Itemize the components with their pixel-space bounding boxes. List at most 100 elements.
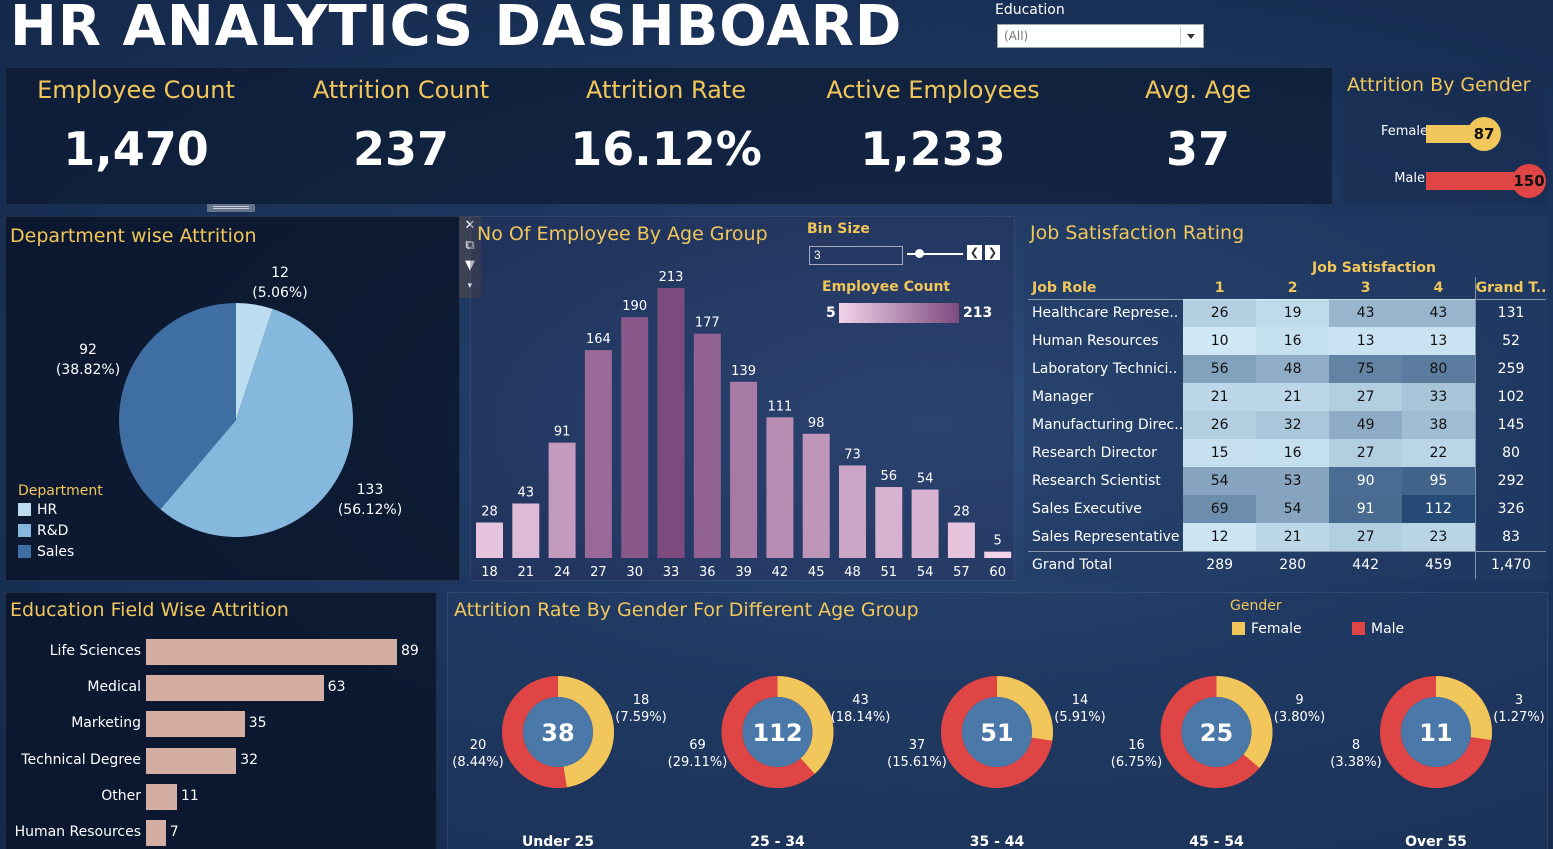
- age-bar[interactable]: [839, 465, 866, 558]
- satisfaction-cell[interactable]: 54: [1183, 467, 1257, 495]
- age-bar[interactable]: [984, 551, 1012, 558]
- age-bar[interactable]: [911, 489, 939, 558]
- bin-decrease-button[interactable]: ❮: [967, 245, 982, 260]
- satisfaction-cell[interactable]: 16: [1256, 327, 1330, 355]
- table-row[interactable]: Manager 21 21 27 33 102: [1028, 383, 1547, 411]
- satisfaction-cell[interactable]: 43: [1329, 299, 1403, 327]
- satisfaction-cell[interactable]: 22: [1402, 439, 1476, 467]
- pie-slice-rd[interactable]: [160, 308, 353, 537]
- satisfaction-cell[interactable]: 69: [1183, 495, 1257, 523]
- satisfaction-cell[interactable]: 21: [1256, 383, 1330, 411]
- age-bar[interactable]: [730, 381, 758, 558]
- satisfaction-cell[interactable]: 91: [1329, 495, 1403, 523]
- education-bar-row[interactable]: Other 11: [6, 783, 438, 810]
- satisfaction-cell[interactable]: 90: [1329, 467, 1403, 495]
- satisfaction-cell[interactable]: 21: [1183, 383, 1257, 411]
- education-bar-row[interactable]: Life Sciences 89: [6, 639, 438, 665]
- satisfaction-cell[interactable]: 27: [1329, 383, 1403, 411]
- bin-size-input[interactable]: [809, 245, 903, 265]
- education-bar[interactable]: [146, 783, 178, 810]
- satisfaction-cell[interactable]: 23: [1402, 523, 1476, 551]
- satisfaction-cell[interactable]: 80: [1402, 355, 1476, 383]
- education-bar[interactable]: [146, 639, 397, 665]
- bin-size-slider-track[interactable]: [907, 253, 963, 255]
- table-row[interactable]: Manufacturing Direc.. 26 32 49 38 145: [1028, 411, 1547, 439]
- education-bar-row[interactable]: Medical 63: [6, 675, 438, 702]
- satisfaction-cell[interactable]: 16: [1256, 439, 1330, 467]
- legend-item-male[interactable]: Male: [1352, 618, 1404, 639]
- table-row[interactable]: Research Scientist 54 53 90 95 292: [1028, 467, 1547, 495]
- satisfaction-cell[interactable]: 27: [1329, 439, 1403, 467]
- donut-female-arc[interactable]: [941, 676, 1053, 788]
- satisfaction-cell[interactable]: 33: [1402, 383, 1476, 411]
- satisfaction-cell[interactable]: 26: [1183, 299, 1257, 327]
- satisfaction-cell[interactable]: 49: [1329, 411, 1403, 439]
- bin-size-slider-thumb[interactable]: [915, 249, 924, 258]
- age-bar[interactable]: [766, 417, 794, 558]
- satisfaction-cell[interactable]: 54: [1256, 495, 1330, 523]
- table-row[interactable]: Research Director 15 16 27 22 80: [1028, 439, 1547, 467]
- age-bar[interactable]: [693, 333, 721, 558]
- pie-slice-hr[interactable]: [236, 303, 273, 420]
- satisfaction-cell[interactable]: 95: [1402, 467, 1476, 495]
- resize-handle[interactable]: [207, 204, 255, 212]
- more-options-icon[interactable]: ▾: [467, 281, 473, 291]
- close-icon[interactable]: ✕: [464, 218, 476, 233]
- age-bar[interactable]: [548, 442, 576, 558]
- legend-item-sales[interactable]: Sales: [18, 541, 103, 562]
- age-bar[interactable]: [802, 433, 830, 558]
- satisfaction-cell[interactable]: 12: [1183, 523, 1257, 551]
- pie-slice-sales[interactable]: [119, 303, 236, 510]
- education-bar[interactable]: [146, 711, 245, 738]
- gender-bar-row[interactable]: Female 87: [1343, 117, 1548, 151]
- table-row[interactable]: Healthcare Represe.. 26 19 43 43 131: [1028, 299, 1547, 327]
- satisfaction-cell[interactable]: 53: [1256, 467, 1330, 495]
- satisfaction-cell[interactable]: 26: [1183, 411, 1257, 439]
- table-row[interactable]: Sales Representative 12 21 27 23 83: [1028, 523, 1547, 551]
- age-tick-label: 18: [481, 565, 498, 580]
- filter-icon[interactable]: ▼: [465, 258, 475, 273]
- age-bar[interactable]: [512, 503, 540, 558]
- donut-female-arc[interactable]: [1160, 676, 1273, 788]
- donut-female-arc[interactable]: [502, 676, 614, 788]
- satisfaction-cell[interactable]: 10: [1183, 327, 1257, 355]
- gender-bar[interactable]: [1426, 172, 1526, 190]
- satisfaction-cell[interactable]: 13: [1402, 327, 1476, 355]
- education-bar[interactable]: [146, 820, 166, 846]
- education-bar-row[interactable]: Human Resources 7: [6, 820, 438, 846]
- legend-item-rd[interactable]: R&D: [18, 520, 103, 541]
- age-bar[interactable]: [875, 487, 903, 558]
- donut-female-arc[interactable]: [1380, 676, 1492, 788]
- education-bar[interactable]: [146, 747, 237, 774]
- education-bar-row[interactable]: Technical Degree 32: [6, 747, 438, 774]
- table-row[interactable]: Sales Executive 69 54 91 112 326: [1028, 495, 1547, 523]
- satisfaction-cell[interactable]: 38: [1402, 411, 1476, 439]
- age-bar[interactable]: [947, 522, 975, 558]
- satisfaction-cell[interactable]: 112: [1402, 495, 1476, 523]
- donut-female-arc[interactable]: [721, 676, 834, 788]
- legend-item-hr[interactable]: HR: [18, 499, 103, 520]
- age-bar[interactable]: [621, 317, 649, 558]
- education-bar[interactable]: [146, 675, 324, 702]
- satisfaction-cell[interactable]: 19: [1256, 299, 1330, 327]
- age-bar[interactable]: [476, 522, 503, 558]
- satisfaction-cell[interactable]: 27: [1329, 523, 1403, 551]
- satisfaction-cell[interactable]: 43: [1402, 299, 1476, 327]
- satisfaction-cell[interactable]: 15: [1183, 439, 1257, 467]
- gender-bar-row[interactable]: Male 150: [1343, 164, 1548, 198]
- age-bar[interactable]: [657, 288, 685, 558]
- open-external-icon[interactable]: ⧉: [465, 238, 475, 253]
- table-row[interactable]: Human Resources 10 16 13 13 52: [1028, 327, 1547, 355]
- bin-increase-button[interactable]: ❯: [985, 245, 1000, 260]
- legend-item-female[interactable]: Female: [1232, 618, 1302, 639]
- age-bar[interactable]: [584, 350, 612, 558]
- satisfaction-cell[interactable]: 48: [1256, 355, 1330, 383]
- education-filter-select[interactable]: (All): [997, 24, 1204, 48]
- satisfaction-cell[interactable]: 56: [1183, 355, 1257, 383]
- education-bar-row[interactable]: Marketing 35: [6, 711, 438, 738]
- table-row[interactable]: Laboratory Technici.. 56 48 75 80 259: [1028, 355, 1547, 383]
- satisfaction-cell[interactable]: 13: [1329, 327, 1403, 355]
- satisfaction-cell[interactable]: 75: [1329, 355, 1403, 383]
- satisfaction-cell[interactable]: 21: [1256, 523, 1330, 551]
- satisfaction-cell[interactable]: 32: [1256, 411, 1330, 439]
